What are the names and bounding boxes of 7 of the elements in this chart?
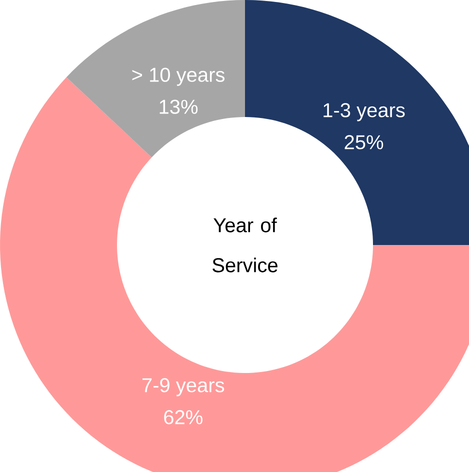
chart-title: Year of Service [212,218,278,272]
slice-label: 1-3 years [324,103,405,122]
data-label: 62% [164,410,202,424]
data-label: 13% [160,100,198,114]
slice-label: > 10 years [132,68,225,86]
slice-label: 7-9 years [142,378,224,396]
data-label: 25% [344,135,384,150]
